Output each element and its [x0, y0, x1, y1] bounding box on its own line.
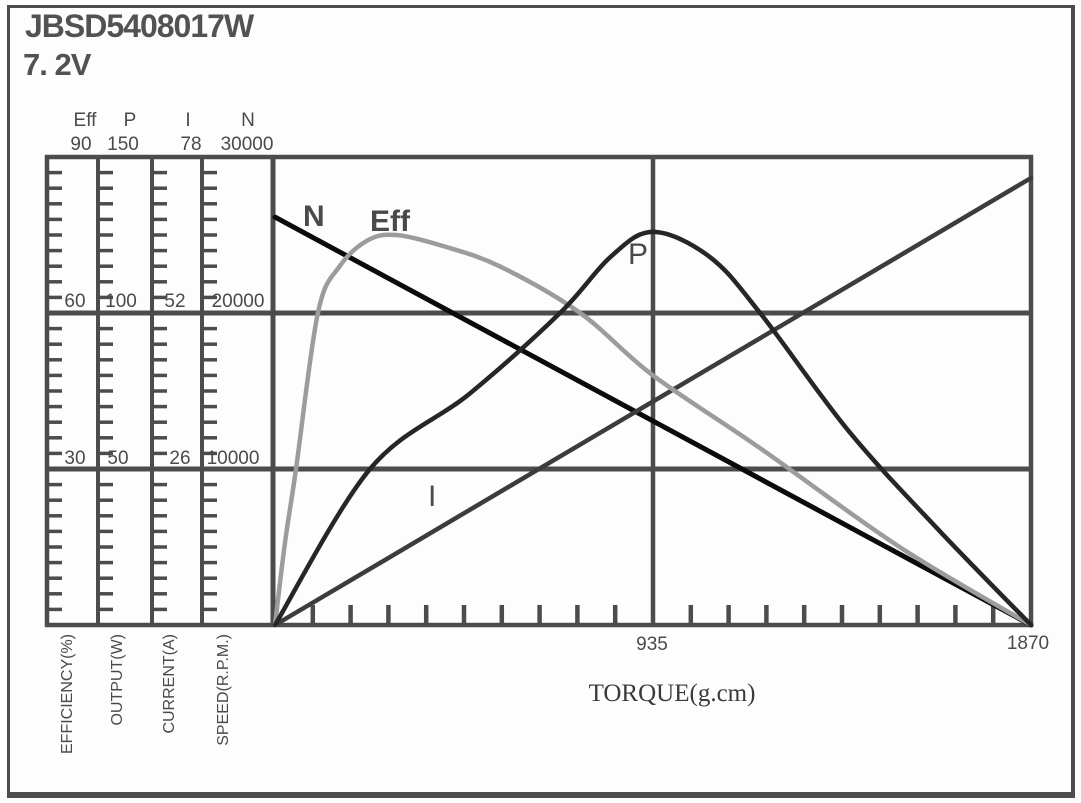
rated-voltage: 7. 2V	[23, 47, 91, 82]
model-number: JBSD5408017W	[25, 8, 254, 44]
x-axis-title: TORQUE(g.cm)	[589, 680, 756, 707]
curve-labels: N Eff P I	[303, 200, 648, 513]
axis-max-p: 150	[107, 134, 139, 155]
axis-header-n: N	[241, 110, 255, 131]
axis-low-n: 10000	[207, 448, 260, 469]
curve-label-i: I	[428, 480, 436, 513]
axis-header-eff: Eff	[74, 110, 98, 131]
axis-mid-i: 52	[164, 291, 185, 312]
page-border	[7, 5, 1075, 798]
axis-header-i: I	[185, 110, 190, 131]
axis-low-i: 26	[169, 448, 190, 469]
axis-low-p: 50	[107, 448, 128, 469]
curve-label-p: P	[628, 238, 648, 271]
axis-max-n: 30000	[221, 134, 274, 155]
axis-title-speed: SPEED(R.P.M.)	[215, 634, 232, 746]
axis-mid-n: 20000	[212, 291, 265, 312]
chart-frame	[44, 154, 1034, 628]
x-tick-935: 935	[636, 634, 668, 655]
tick-marks	[49, 170, 996, 624]
curve-n	[272, 214, 1034, 628]
curves	[272, 175, 1034, 628]
axis-low-eff: 30	[64, 448, 85, 469]
x-axis-labels: 935 1870	[636, 633, 1049, 655]
chart-grid	[44, 154, 1034, 628]
axis-mid-eff: 60	[64, 291, 85, 312]
curve-label-eff: Eff	[370, 205, 411, 238]
axis-headers: Eff P I N 90 150 78 30000	[70, 110, 273, 155]
curve-p	[272, 229, 1034, 628]
axis-title-efficiency: EFFICIENCY(%)	[59, 634, 76, 754]
curve-label-n: N	[303, 200, 325, 233]
axis-header-p: P	[124, 110, 137, 131]
axis-title-output: OUTPUT(W)	[109, 634, 126, 726]
curve-eff	[272, 232, 1034, 628]
axis-mid-p: 100	[105, 291, 137, 312]
axis-values: 60 100 52 20000 30 50 26 10000	[64, 291, 264, 469]
axis-max-i: 78	[180, 134, 201, 155]
axis-titles: EFFICIENCY(%) OUTPUT(W) CURRENT(A) SPEED…	[59, 634, 232, 754]
axis-title-current: CURRENT(A)	[161, 634, 178, 734]
curve-i	[272, 175, 1034, 628]
x-tick-1870: 1870	[1007, 633, 1049, 654]
axis-max-eff: 90	[70, 134, 91, 155]
